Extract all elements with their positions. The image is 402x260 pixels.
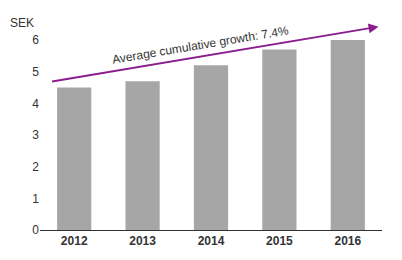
svg-text:0: 0 (32, 223, 39, 237)
svg-text:3: 3 (32, 128, 39, 142)
svg-text:SEK: SEK (10, 16, 34, 30)
svg-text:5: 5 (32, 65, 39, 79)
svg-text:2: 2 (32, 160, 39, 174)
svg-text:1: 1 (32, 192, 39, 206)
svg-text:Average cumulative growth: 7.4: Average cumulative growth: 7.4% (111, 23, 290, 66)
svg-text:4: 4 (32, 97, 39, 111)
svg-text:2014: 2014 (198, 234, 225, 248)
svg-text:2016: 2016 (334, 234, 361, 248)
svg-text:2015: 2015 (266, 234, 293, 248)
svg-text:2013: 2013 (129, 234, 156, 248)
svg-text:2012: 2012 (61, 234, 88, 248)
svg-text:6: 6 (32, 33, 39, 47)
